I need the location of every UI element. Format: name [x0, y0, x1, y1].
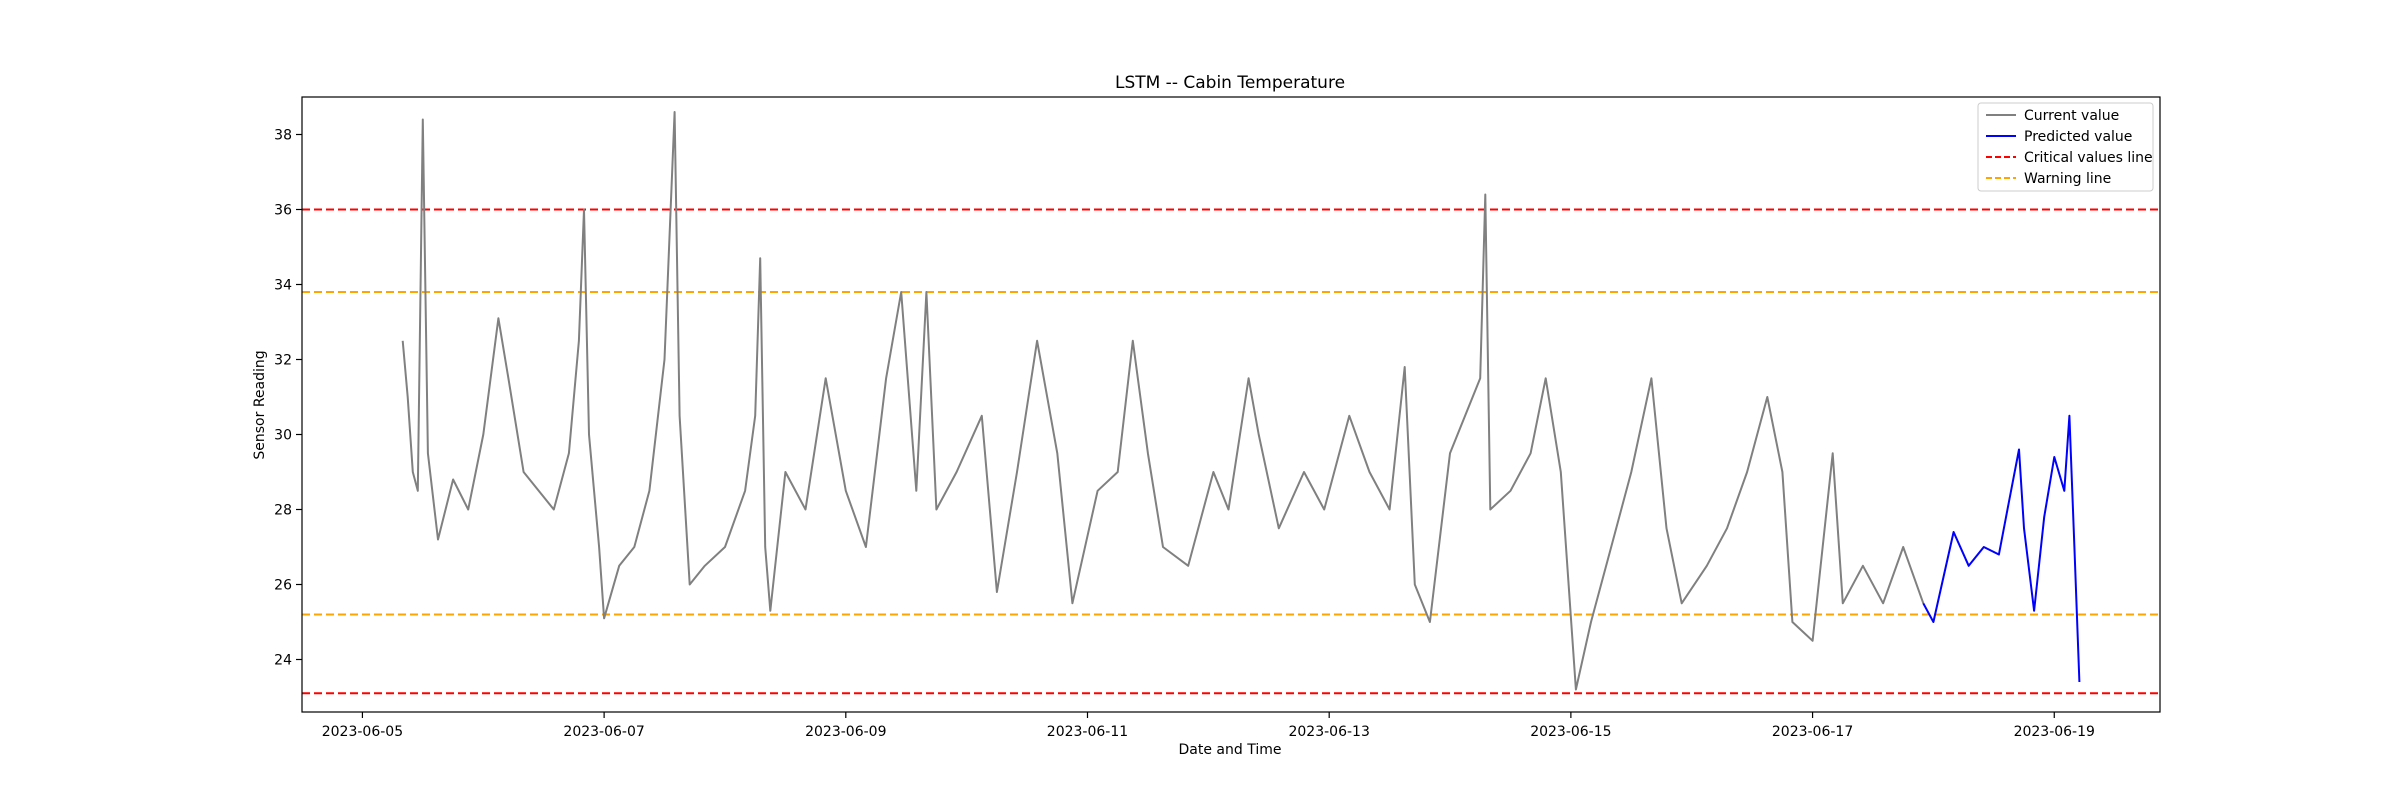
x-tick-label: 2023-06-11 — [1047, 724, 1128, 740]
legend-box — [1977, 102, 2154, 192]
x-tick-label: 2023-06-13 — [1288, 724, 1369, 740]
reference-lines — [302, 208, 2160, 695]
x-tick-label: 2023-06-19 — [2014, 724, 2095, 740]
series-line-current-value — [401, 111, 1925, 691]
y-axis: 24 26 28 30 32 34 36 38 — [274, 128, 302, 669]
y-tick-label: 32 — [274, 353, 292, 369]
x-axis: 2023-06-05 2023-06-07 2023-06-09 2023-06-11… — [322, 712, 2095, 740]
x-tick-label: 2023-06-17 — [1772, 724, 1853, 740]
y-tick-label: 28 — [274, 503, 292, 519]
legend-label: Predicted value — [2024, 129, 2132, 145]
legend-label: Critical values line — [2024, 150, 2153, 166]
legend-label: Current value — [2024, 108, 2119, 124]
y-tick-label: 38 — [274, 128, 292, 144]
y-tick-label: 30 — [274, 428, 292, 444]
plot-area-frame — [301, 96, 2161, 713]
legend-label: Warning line — [2024, 171, 2111, 187]
x-tick-label: 2023-06-15 — [1530, 724, 1611, 740]
legend: Current value Predicted value Critical val… — [1977, 102, 2154, 192]
y-tick-label: 26 — [274, 578, 292, 594]
series-layer — [401, 111, 2081, 691]
y-tick-label: 24 — [274, 653, 292, 669]
y-tick-label: 36 — [274, 203, 292, 219]
x-tick-label: 2023-06-07 — [563, 724, 644, 740]
y-tick-label: 34 — [274, 278, 292, 294]
series-line-predicted-value — [1922, 414, 2081, 683]
x-axis-label: Date and Time — [1179, 742, 1282, 758]
x-tick-label: 2023-06-05 — [322, 724, 403, 740]
chart-title: LSTM -- Cabin Temperature — [1115, 73, 1345, 93]
y-axis-label: Sensor Reading — [252, 350, 268, 459]
x-tick-label: 2023-06-09 — [805, 724, 886, 740]
